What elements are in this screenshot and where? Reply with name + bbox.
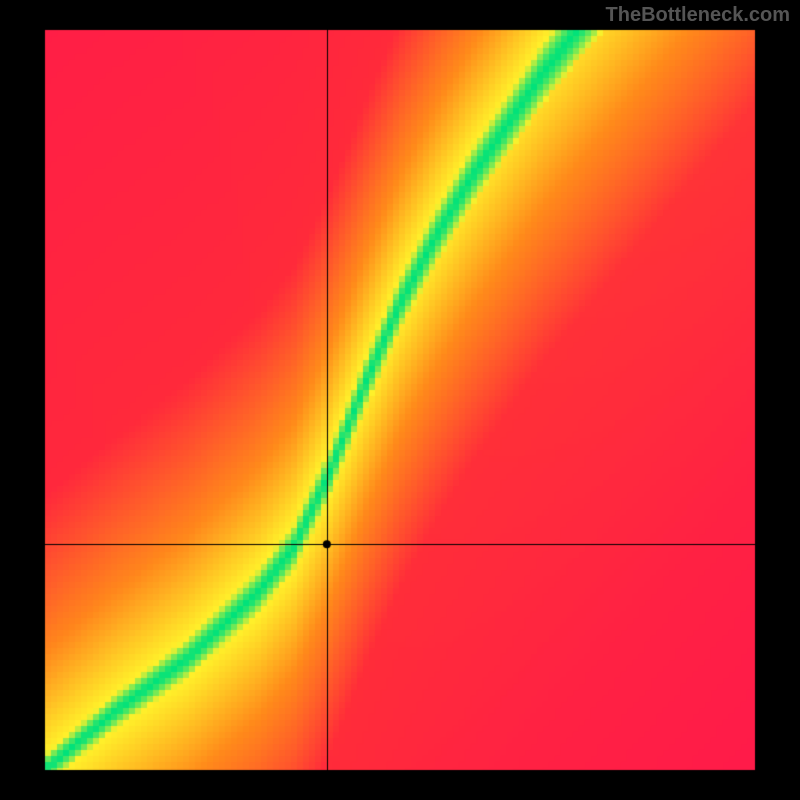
- heatmap-canvas: [0, 0, 800, 800]
- watermark-text: TheBottleneck.com: [606, 4, 790, 27]
- chart-container: TheBottleneck.com: [0, 0, 800, 800]
